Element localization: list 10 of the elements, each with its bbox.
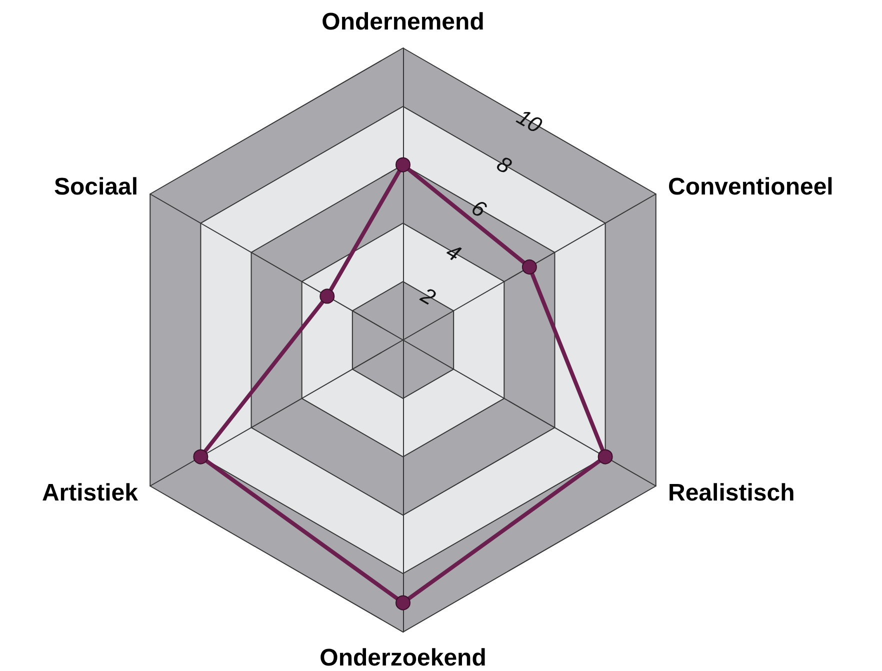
y-tick-label: 10 bbox=[512, 104, 547, 138]
spoke-label: Sociaal bbox=[54, 174, 138, 200]
y-tick-label: 8 bbox=[492, 150, 516, 180]
spoke-label: Realistisch bbox=[668, 480, 795, 506]
spoke-label: Onderzoekend bbox=[320, 644, 486, 671]
y-tick-label: 6 bbox=[467, 194, 492, 223]
spoke-label: Ondernemend bbox=[322, 8, 484, 36]
y-tick-label: 4 bbox=[442, 238, 466, 266]
spoke-label: Conventioneel bbox=[668, 174, 834, 200]
spoke-label: Artistiek bbox=[42, 480, 139, 506]
